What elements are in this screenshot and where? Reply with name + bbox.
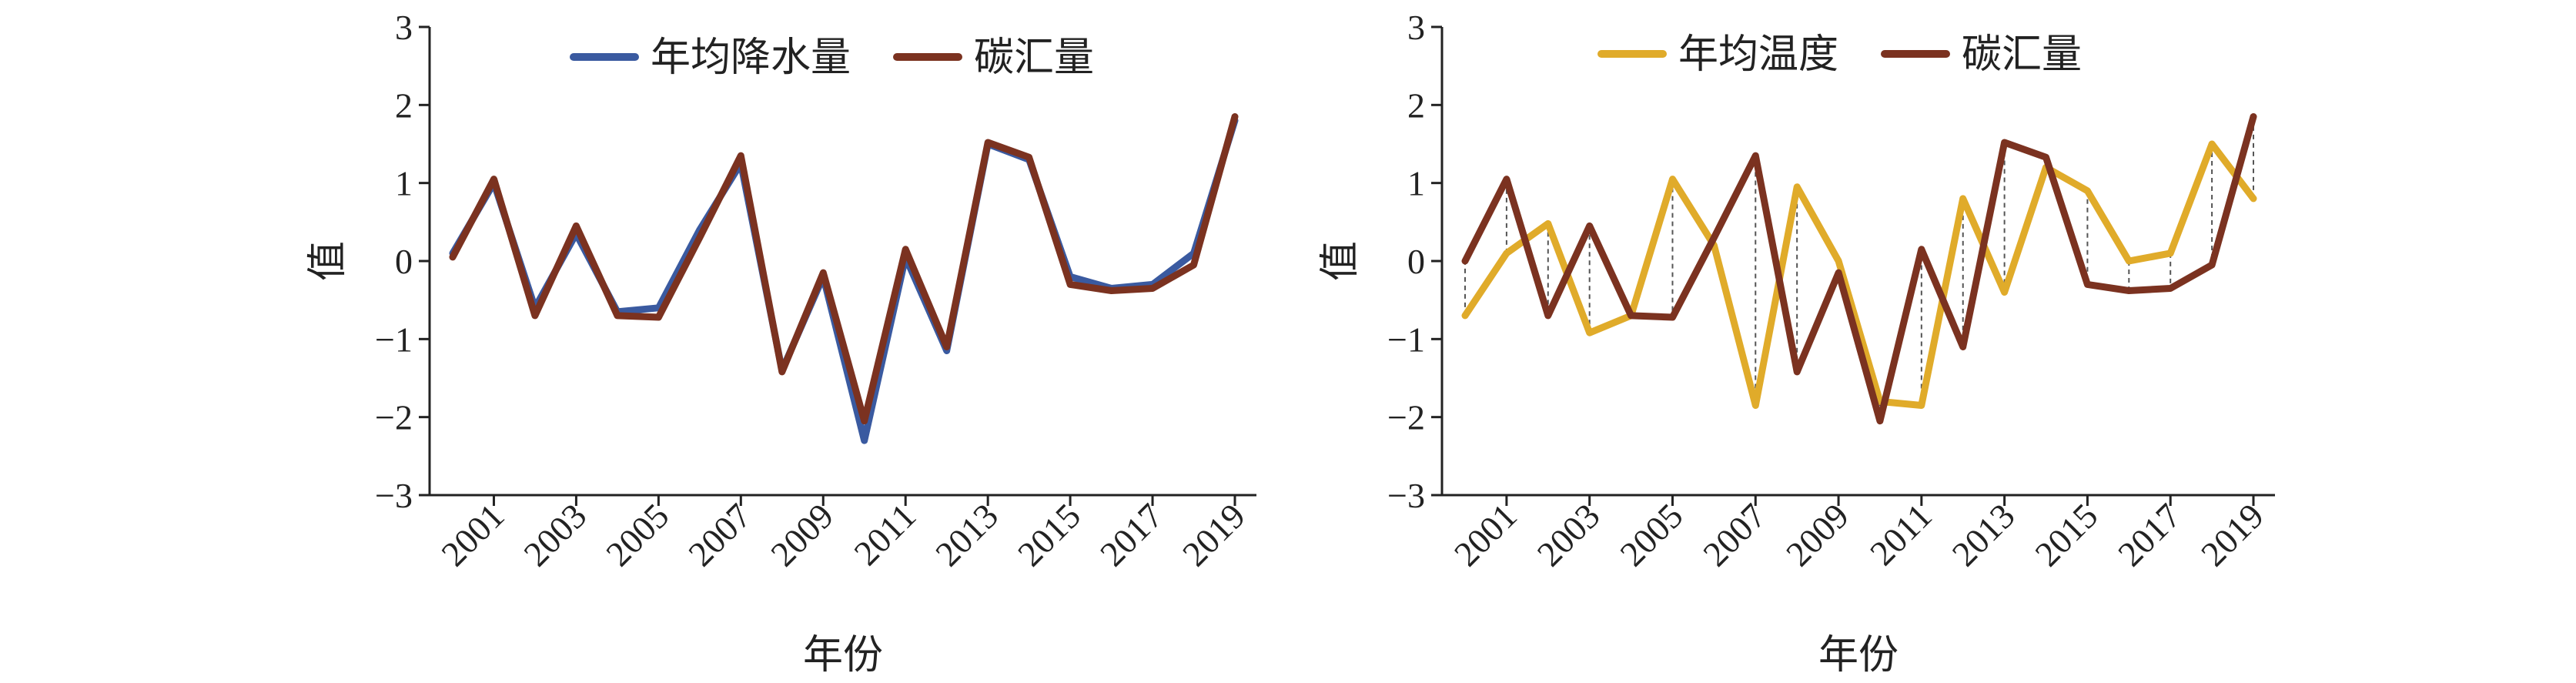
- x-tick-label: 2015: [1010, 496, 1088, 574]
- x-tick-label: 2001: [1447, 496, 1524, 574]
- x-tick-label: 2003: [516, 496, 594, 574]
- x-tick-label: 2009: [1778, 496, 1856, 574]
- series-line: [449, 117, 1239, 444]
- x-axis-title: 年份: [1818, 634, 1899, 678]
- y-tick-label: 1: [1407, 164, 1425, 203]
- x-tick-label: 2019: [1175, 496, 1253, 574]
- y-tick-label: −1: [375, 320, 413, 359]
- y-tick-label: −1: [1387, 320, 1425, 359]
- x-tick-label: 2015: [2027, 496, 2105, 574]
- x-tick-label: 2017: [2110, 496, 2188, 574]
- x-tick-label: 2005: [1612, 496, 1690, 574]
- x-tick-label: 2005: [598, 496, 676, 574]
- series-line: [1461, 113, 2257, 425]
- series-line: [1461, 140, 2257, 409]
- x-tick-label: 2013: [928, 496, 1005, 574]
- x-tick-label: 2013: [1945, 496, 2022, 574]
- y-tick-label: −3: [1387, 476, 1425, 515]
- series-line: [449, 113, 1239, 425]
- x-tick-label: 2011: [846, 496, 923, 573]
- x-tick-label: 2007: [1695, 496, 1773, 574]
- x-tick-label: 2003: [1530, 496, 1607, 574]
- y-tick-label: 1: [395, 164, 413, 203]
- x-tick-label: 2019: [2193, 496, 2271, 574]
- y-tick-label: 2: [395, 85, 413, 125]
- y-tick-label: 2: [1407, 85, 1425, 125]
- legend-label: 碳汇量: [974, 36, 1094, 80]
- y-tick-label: 3: [1407, 8, 1425, 47]
- y-tick-label: −2: [375, 398, 413, 437]
- x-tick-label: 2011: [1862, 496, 1939, 573]
- y-tick-label: 3: [395, 8, 413, 47]
- x-tick-label: 2009: [763, 496, 841, 574]
- x-tick-label: 2017: [1092, 496, 1170, 574]
- y-axis-title: 值: [1319, 241, 1363, 281]
- legend-label: 年均降水量: [651, 36, 851, 80]
- y-tick-label: 0: [1407, 242, 1425, 281]
- y-axis-title: 值: [306, 241, 350, 281]
- x-axis-title: 年份: [803, 634, 883, 678]
- x-tick-label: 2001: [433, 496, 511, 574]
- y-tick-label: 0: [395, 242, 413, 281]
- legend-label: 碳汇量: [1962, 33, 2082, 77]
- y-tick-label: −3: [375, 476, 413, 515]
- x-tick-label: 2007: [681, 496, 758, 574]
- legend-label: 年均温度: [1678, 33, 1838, 77]
- y-tick-label: −2: [1387, 398, 1425, 437]
